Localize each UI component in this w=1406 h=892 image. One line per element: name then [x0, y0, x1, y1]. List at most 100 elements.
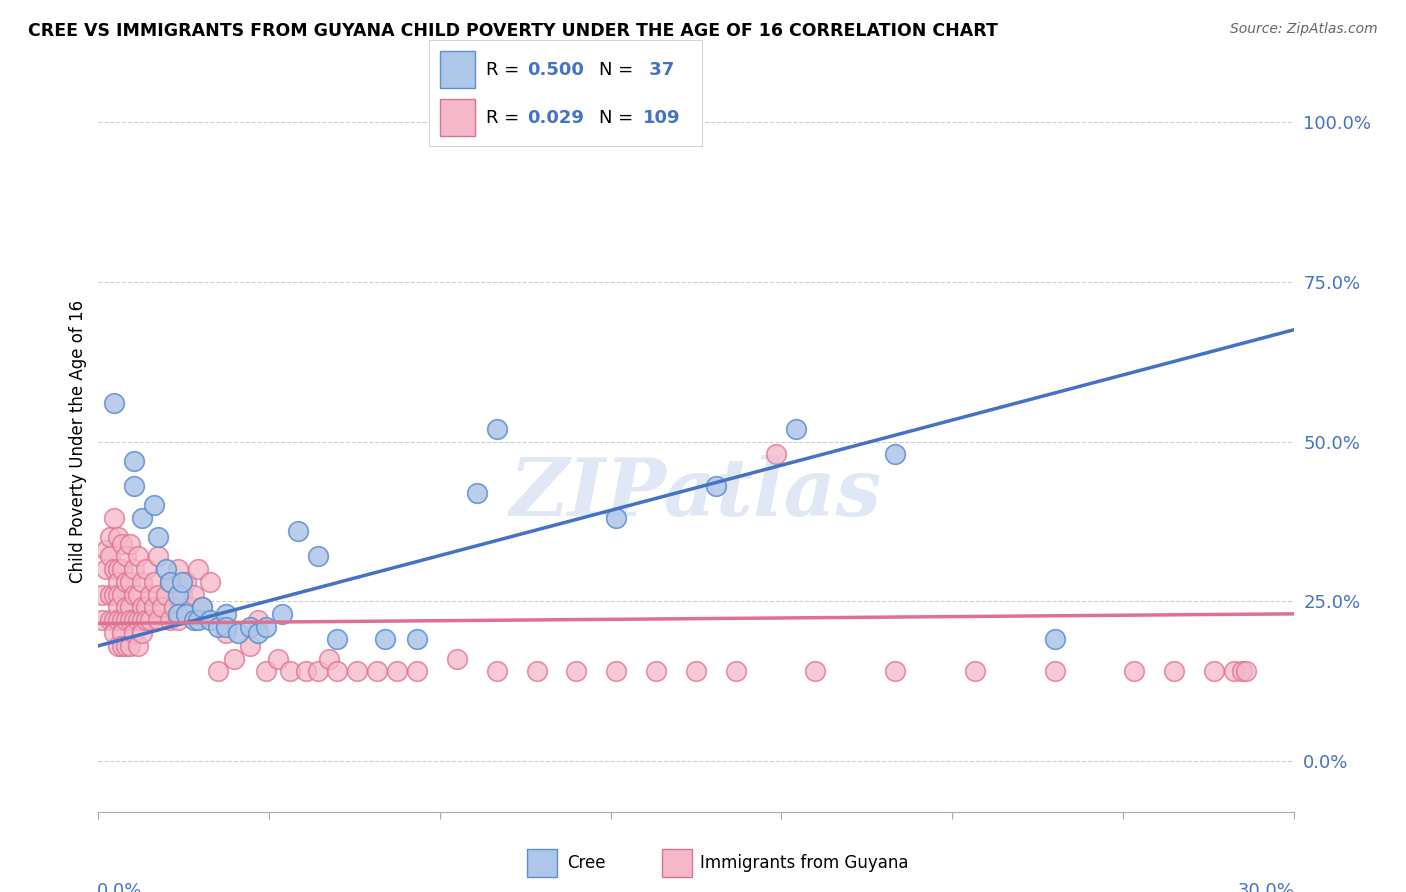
Point	[163, 600, 186, 615]
Point	[963, 665, 986, 679]
Point	[103, 396, 125, 410]
Point	[139, 613, 162, 627]
Point	[148, 588, 170, 602]
Point	[346, 665, 368, 679]
Text: ZIPatlas: ZIPatlas	[510, 455, 882, 533]
Point	[96, 543, 118, 558]
Point	[198, 574, 221, 589]
Point	[307, 549, 329, 564]
Point	[98, 613, 122, 627]
Point	[465, 485, 488, 500]
Point	[111, 588, 134, 602]
Point	[172, 588, 194, 602]
Point	[884, 665, 907, 679]
Point	[724, 665, 747, 679]
Point	[198, 613, 221, 627]
Point	[148, 613, 170, 627]
Point	[124, 453, 146, 467]
Point	[159, 574, 181, 589]
Point	[207, 665, 229, 679]
Point	[107, 613, 129, 627]
Point	[131, 626, 153, 640]
Bar	[527, 849, 557, 877]
Point	[96, 562, 118, 576]
Point	[307, 665, 329, 679]
Point	[107, 600, 129, 615]
Point	[1223, 665, 1246, 679]
Point	[366, 665, 388, 679]
Point	[385, 665, 409, 679]
Y-axis label: Child Poverty Under the Age of 16: Child Poverty Under the Age of 16	[69, 300, 87, 583]
Point	[103, 562, 125, 576]
Point	[267, 651, 290, 665]
Text: N =: N =	[599, 110, 633, 128]
Point	[127, 588, 149, 602]
Point	[191, 600, 214, 615]
Point	[172, 574, 194, 589]
Point	[107, 588, 129, 602]
Text: 109: 109	[643, 110, 681, 128]
Point	[1043, 632, 1066, 647]
Point	[785, 422, 807, 436]
Point	[127, 613, 149, 627]
Point	[605, 511, 627, 525]
Point	[150, 600, 173, 615]
Text: CREE VS IMMIGRANTS FROM GUYANA CHILD POVERTY UNDER THE AGE OF 16 CORRELATION CHA: CREE VS IMMIGRANTS FROM GUYANA CHILD POV…	[28, 22, 998, 40]
Point	[131, 511, 153, 525]
Point	[287, 524, 309, 538]
Point	[131, 613, 153, 627]
Point	[159, 613, 181, 627]
Point	[765, 447, 787, 461]
Point	[167, 607, 190, 621]
Point	[485, 422, 508, 436]
Point	[183, 588, 205, 602]
Point	[187, 613, 209, 627]
Point	[326, 632, 349, 647]
Text: N =: N =	[599, 62, 633, 79]
Point	[107, 562, 129, 576]
Point	[187, 562, 209, 576]
Text: Source: ZipAtlas.com: Source: ZipAtlas.com	[1230, 22, 1378, 37]
Point	[111, 639, 134, 653]
Point	[167, 588, 190, 602]
Point	[326, 665, 349, 679]
Point	[131, 600, 153, 615]
Point	[270, 607, 292, 621]
Point	[1234, 665, 1257, 679]
Point	[107, 639, 129, 653]
Point	[278, 665, 301, 679]
Point	[155, 562, 177, 576]
Point	[215, 607, 238, 621]
Point	[804, 665, 827, 679]
Point	[124, 562, 146, 576]
Point	[645, 665, 668, 679]
Point	[526, 665, 548, 679]
Text: R =: R =	[486, 62, 526, 79]
Point	[124, 626, 146, 640]
Point	[191, 600, 214, 615]
Point	[605, 665, 627, 679]
Text: 0.0%: 0.0%	[97, 882, 142, 892]
Bar	[662, 849, 692, 877]
Point	[226, 626, 249, 640]
Point	[111, 626, 134, 640]
Point	[148, 530, 170, 544]
Point	[135, 600, 157, 615]
Point	[91, 613, 114, 627]
Point	[103, 613, 125, 627]
Point	[406, 665, 429, 679]
Point	[704, 479, 727, 493]
Point	[143, 574, 166, 589]
Text: 0.029: 0.029	[527, 110, 585, 128]
Point	[685, 665, 707, 679]
Text: Cree: Cree	[567, 854, 606, 872]
Point	[1163, 665, 1185, 679]
Point	[120, 639, 142, 653]
Point	[98, 588, 122, 602]
Text: 30.0%: 30.0%	[1237, 882, 1295, 892]
Point	[103, 511, 125, 525]
Point	[246, 613, 269, 627]
Point	[135, 613, 157, 627]
Point	[565, 665, 588, 679]
Point	[115, 600, 138, 615]
